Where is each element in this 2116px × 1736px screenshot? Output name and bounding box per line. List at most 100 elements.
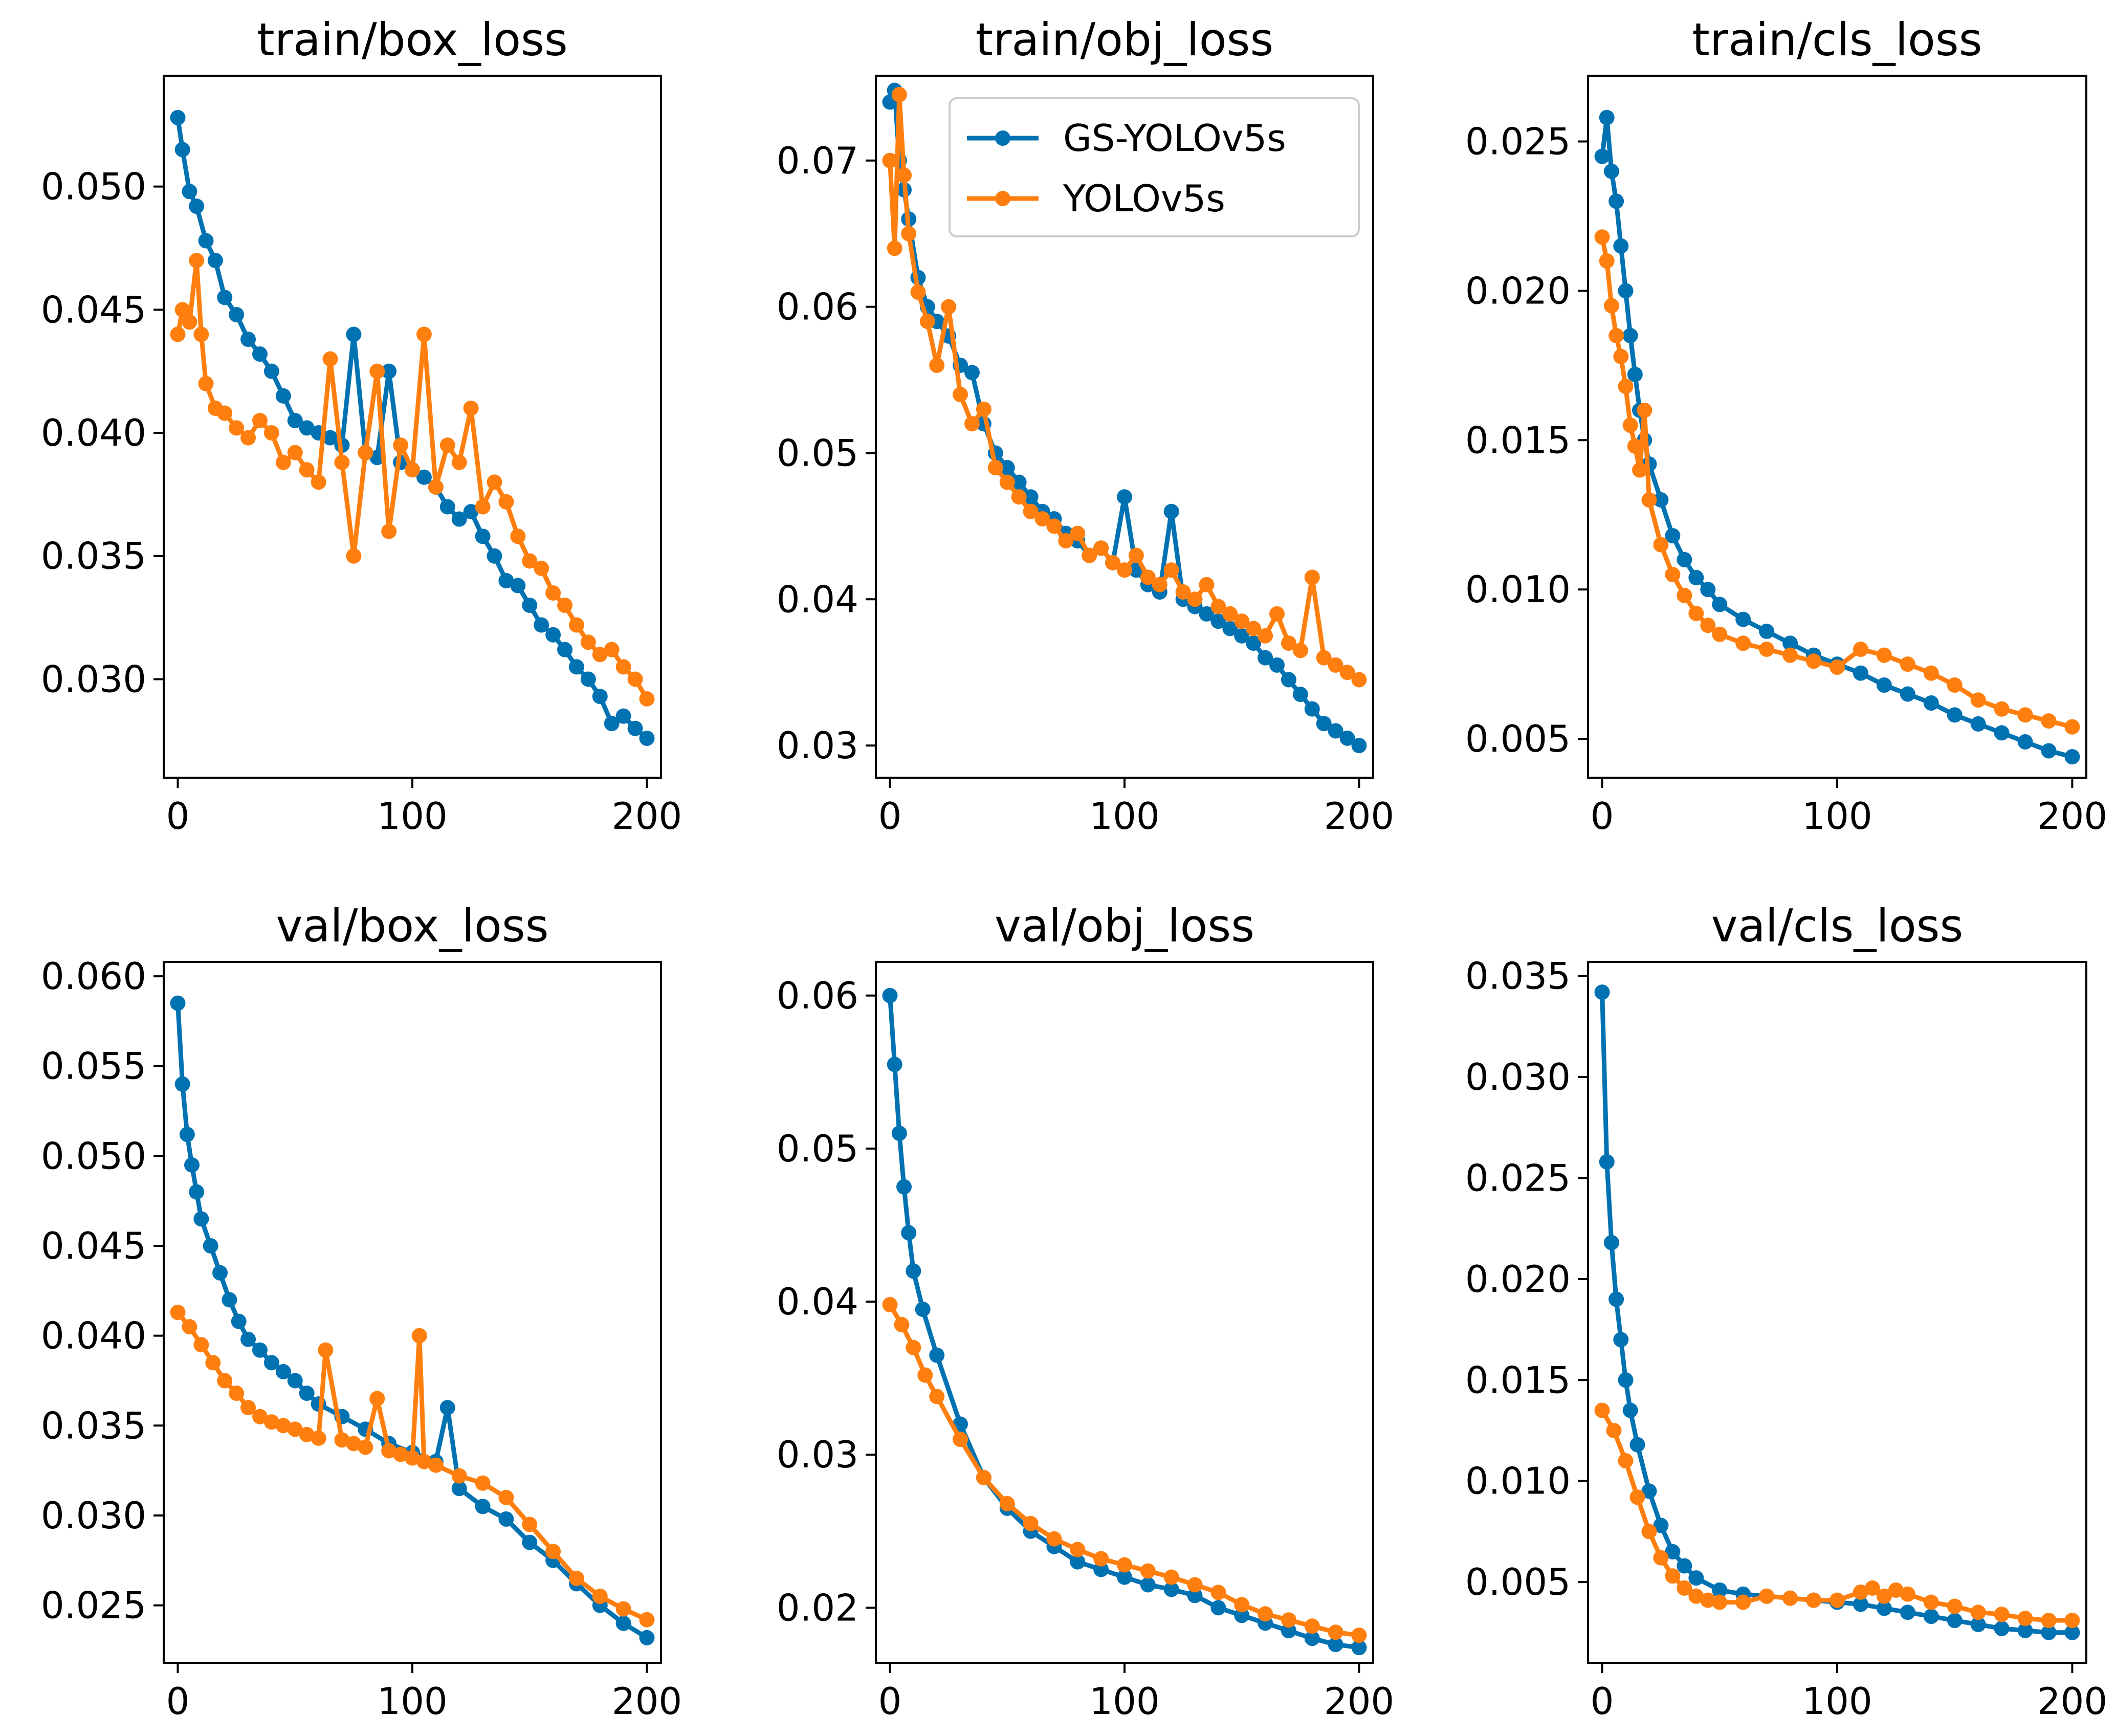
data-point xyxy=(1603,1235,1619,1250)
data-point xyxy=(182,314,197,330)
data-point xyxy=(568,1570,584,1586)
data-point xyxy=(217,290,233,305)
data-point xyxy=(592,689,608,705)
data-point xyxy=(1351,672,1367,688)
subplot-train-cls-loss: train/cls_loss 0 100 200 0.005 0.010 0.015 0.02… xyxy=(1465,13,2107,838)
data-point xyxy=(1653,492,1669,508)
data-point xyxy=(439,499,455,515)
data-point xyxy=(170,1305,186,1320)
data-point xyxy=(522,553,538,569)
data-point xyxy=(1023,503,1039,519)
data-point xyxy=(1603,298,1619,314)
data-point xyxy=(1034,511,1050,527)
x-tick-label: 100 xyxy=(1802,795,1872,838)
data-point xyxy=(887,240,902,256)
data-point xyxy=(475,499,491,515)
data-point xyxy=(1700,582,1716,598)
data-point xyxy=(1281,1623,1296,1639)
data-point xyxy=(1082,547,1097,563)
data-point xyxy=(275,1418,291,1434)
x-tick-label: 100 xyxy=(1802,1680,1872,1723)
data-point xyxy=(901,1225,917,1241)
data-point xyxy=(487,548,502,564)
y-tick-label: 0.035 xyxy=(1465,955,1571,998)
data-point xyxy=(275,454,291,470)
data-point xyxy=(1606,1422,1622,1438)
data-point xyxy=(212,1265,228,1281)
data-point xyxy=(580,671,596,687)
y-tick-label: 0.015 xyxy=(1465,1358,1571,1401)
data-point xyxy=(311,1430,326,1446)
data-point xyxy=(627,671,643,687)
data-point xyxy=(428,1457,444,1473)
data-point xyxy=(1970,1605,1986,1620)
data-point xyxy=(252,412,268,428)
x-tick-label: 100 xyxy=(377,795,447,838)
data-point xyxy=(545,627,561,643)
data-point xyxy=(976,401,991,417)
data-point xyxy=(1328,657,1343,673)
data-point xyxy=(545,585,561,601)
data-point xyxy=(231,1313,247,1329)
data-point xyxy=(1117,489,1132,505)
data-point xyxy=(451,1481,467,1497)
data-point xyxy=(1023,489,1039,505)
data-point xyxy=(1853,665,1868,681)
data-point xyxy=(2017,707,2033,723)
data-point xyxy=(510,529,526,544)
y-tick-label: 0.010 xyxy=(1465,1460,1571,1503)
data-point xyxy=(1622,1402,1638,1418)
data-point xyxy=(1258,1606,1273,1622)
data-point xyxy=(592,647,608,663)
x-tick-label: 100 xyxy=(1089,795,1159,838)
data-point xyxy=(1876,647,1892,663)
data-point xyxy=(906,1339,921,1355)
data-point xyxy=(1806,653,1822,669)
data-point xyxy=(189,253,205,269)
data-point xyxy=(1328,1637,1343,1653)
data-point xyxy=(1210,599,1226,614)
data-point xyxy=(1665,1544,1681,1559)
data-point xyxy=(229,1386,245,1401)
series-yolov5s xyxy=(882,87,1367,688)
x-tick-label: 100 xyxy=(1089,1680,1159,1723)
data-point xyxy=(639,730,655,746)
data-point xyxy=(1618,1453,1634,1469)
data-point xyxy=(1622,417,1638,433)
series-yolov5s xyxy=(170,253,655,707)
data-point xyxy=(334,454,350,470)
data-point xyxy=(1759,623,1775,639)
data-point xyxy=(2064,749,2080,765)
data-point xyxy=(1613,348,1629,364)
axes-frame xyxy=(875,75,1374,779)
data-point xyxy=(557,598,573,613)
data-point xyxy=(1665,1568,1681,1584)
data-point xyxy=(1140,569,1156,585)
data-point xyxy=(287,412,303,428)
x-tick-label: 200 xyxy=(1324,1680,1394,1723)
plot-area xyxy=(882,987,1367,1656)
data-point xyxy=(1011,474,1027,490)
data-point xyxy=(1970,716,1986,732)
data-point xyxy=(299,420,315,436)
data-point xyxy=(1292,687,1308,702)
subplot-title: train/obj_loss xyxy=(976,13,1274,66)
data-point xyxy=(170,995,186,1011)
data-point xyxy=(1653,537,1669,553)
data-point xyxy=(1688,605,1704,621)
y-tick-label: 0.020 xyxy=(1465,269,1571,312)
data-point xyxy=(2017,734,2033,750)
subplot-train-obj-loss: train/obj_loss 0 100 200 0.03 0.04 0.05 0.06 0.0… xyxy=(777,13,1395,838)
data-point xyxy=(917,1367,933,1383)
subplot-val-cls-loss: val/cls_loss 0 100 200 0.005 0.010 0.015 0.020 0… xyxy=(1465,899,2107,1723)
data-point xyxy=(2041,713,2057,729)
data-point xyxy=(1070,1542,1086,1557)
data-point xyxy=(193,326,209,342)
data-point xyxy=(240,430,256,446)
data-point xyxy=(1853,641,1868,657)
y-tick-label: 0.05 xyxy=(777,1127,858,1170)
data-point xyxy=(275,388,291,404)
x-tick-label: 0 xyxy=(878,1680,902,1723)
data-point xyxy=(198,233,214,249)
subplot-title: val/cls_loss xyxy=(1711,899,1964,952)
